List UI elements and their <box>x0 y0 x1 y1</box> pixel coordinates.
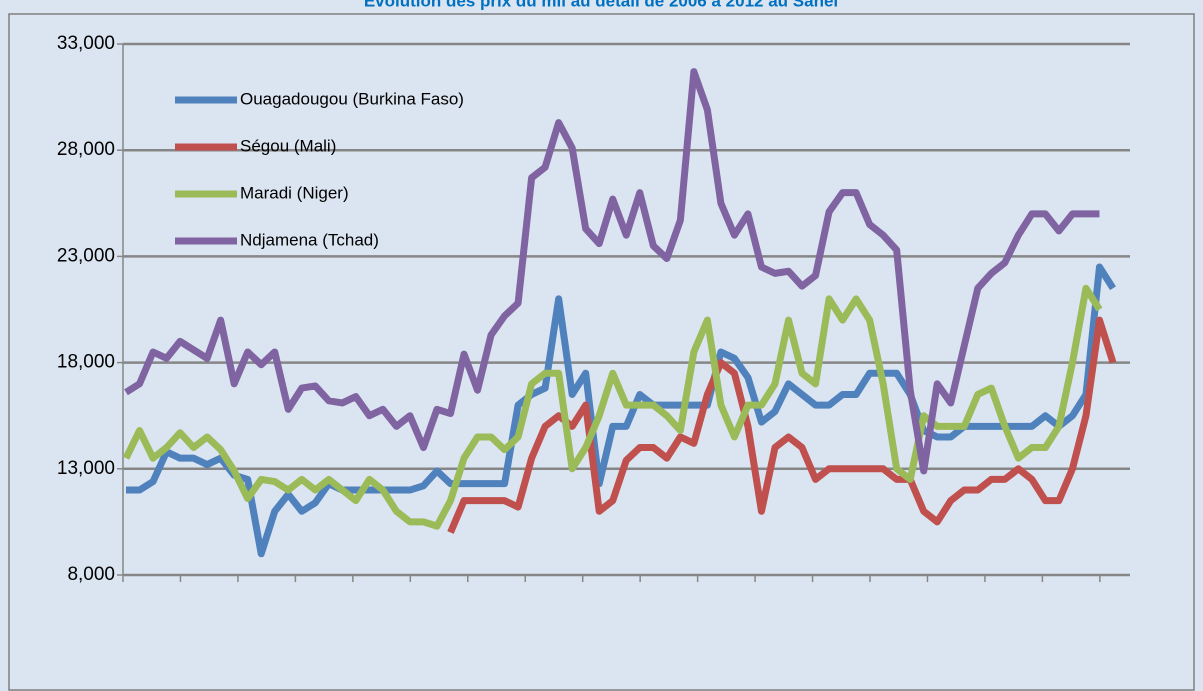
y-tick-label: 8,000 <box>67 564 115 585</box>
legend-label: Maradi (Niger) <box>240 183 349 202</box>
series-line <box>124 68 1100 475</box>
series-line <box>126 263 1116 558</box>
y-tick-label: 33,000 <box>57 33 115 54</box>
y-tick-label: 18,000 <box>57 352 115 373</box>
legend-label: Ségou (Mali) <box>240 136 336 155</box>
series-line <box>122 284 1103 530</box>
chart-title: Evolution des prix du mil au détail de 2… <box>364 0 838 10</box>
legend-label: Ouagadougou (Burkina Faso) <box>240 89 464 108</box>
y-tick-label: 13,000 <box>57 458 115 479</box>
y-tick-label: 28,000 <box>57 139 115 160</box>
series-line <box>447 316 1117 534</box>
legend-label: Ndjamena (Tchad) <box>240 230 379 249</box>
chart-frame <box>8 13 1195 691</box>
y-tick-label: 23,000 <box>57 245 115 266</box>
